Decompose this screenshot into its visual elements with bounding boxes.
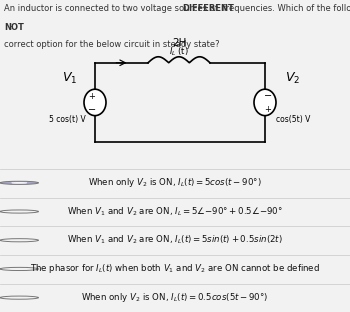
Text: −: −: [264, 91, 272, 101]
Text: correct option for the below circuit in steady state?: correct option for the below circuit in …: [4, 40, 220, 49]
Circle shape: [0, 181, 38, 184]
Text: An inductor is connected to two voltage sources of: An inductor is connected to two voltage …: [4, 4, 220, 13]
Text: When $V_1$ and $V_2$ are ON, $I_L(t) = 5\mathit{sin}(t) + 0.5\mathit{sin}(2t)$: When $V_1$ and $V_2$ are ON, $I_L(t) = 5…: [67, 234, 283, 246]
Text: 5 cos(t) V: 5 cos(t) V: [49, 115, 85, 124]
Text: cos(5t) V: cos(5t) V: [276, 115, 310, 124]
Text: When $V_1$ and $V_2$ are ON, $I_L = 5\angle{-90°} + 0.5\angle{-90°}$: When $V_1$ and $V_2$ are ON, $I_L = 5\an…: [67, 205, 283, 218]
Text: +: +: [265, 105, 272, 114]
Text: +: +: [89, 92, 96, 101]
Text: $V_1$: $V_1$: [62, 71, 78, 86]
Text: DIFFERENT: DIFFERENT: [182, 4, 234, 13]
Text: 2H: 2H: [172, 38, 186, 48]
Circle shape: [12, 182, 27, 183]
Text: −: −: [88, 105, 96, 115]
Text: NOT: NOT: [4, 23, 24, 32]
Circle shape: [84, 89, 106, 116]
Text: frequencies. Which of the following is: frequencies. Which of the following is: [220, 4, 350, 13]
Text: $V_2$: $V_2$: [285, 71, 301, 86]
Text: $I_L$ (t): $I_L$ (t): [169, 46, 189, 58]
Text: When only $V_2$ is ON, $I_L(t) = 5\mathit{cos}(t - 90°)$: When only $V_2$ is ON, $I_L(t) = 5\mathi…: [88, 176, 262, 189]
Text: When only $V_2$ is ON, $I_L(t) = 0.5\mathit{cos}(5t - 90°)$: When only $V_2$ is ON, $I_L(t) = 0.5\mat…: [81, 291, 269, 304]
Text: The phasor for $I_L(t)$ when both $V_1$ and $V_2$ are ON cannot be defined: The phasor for $I_L(t)$ when both $V_1$ …: [30, 262, 320, 275]
Circle shape: [254, 89, 276, 116]
